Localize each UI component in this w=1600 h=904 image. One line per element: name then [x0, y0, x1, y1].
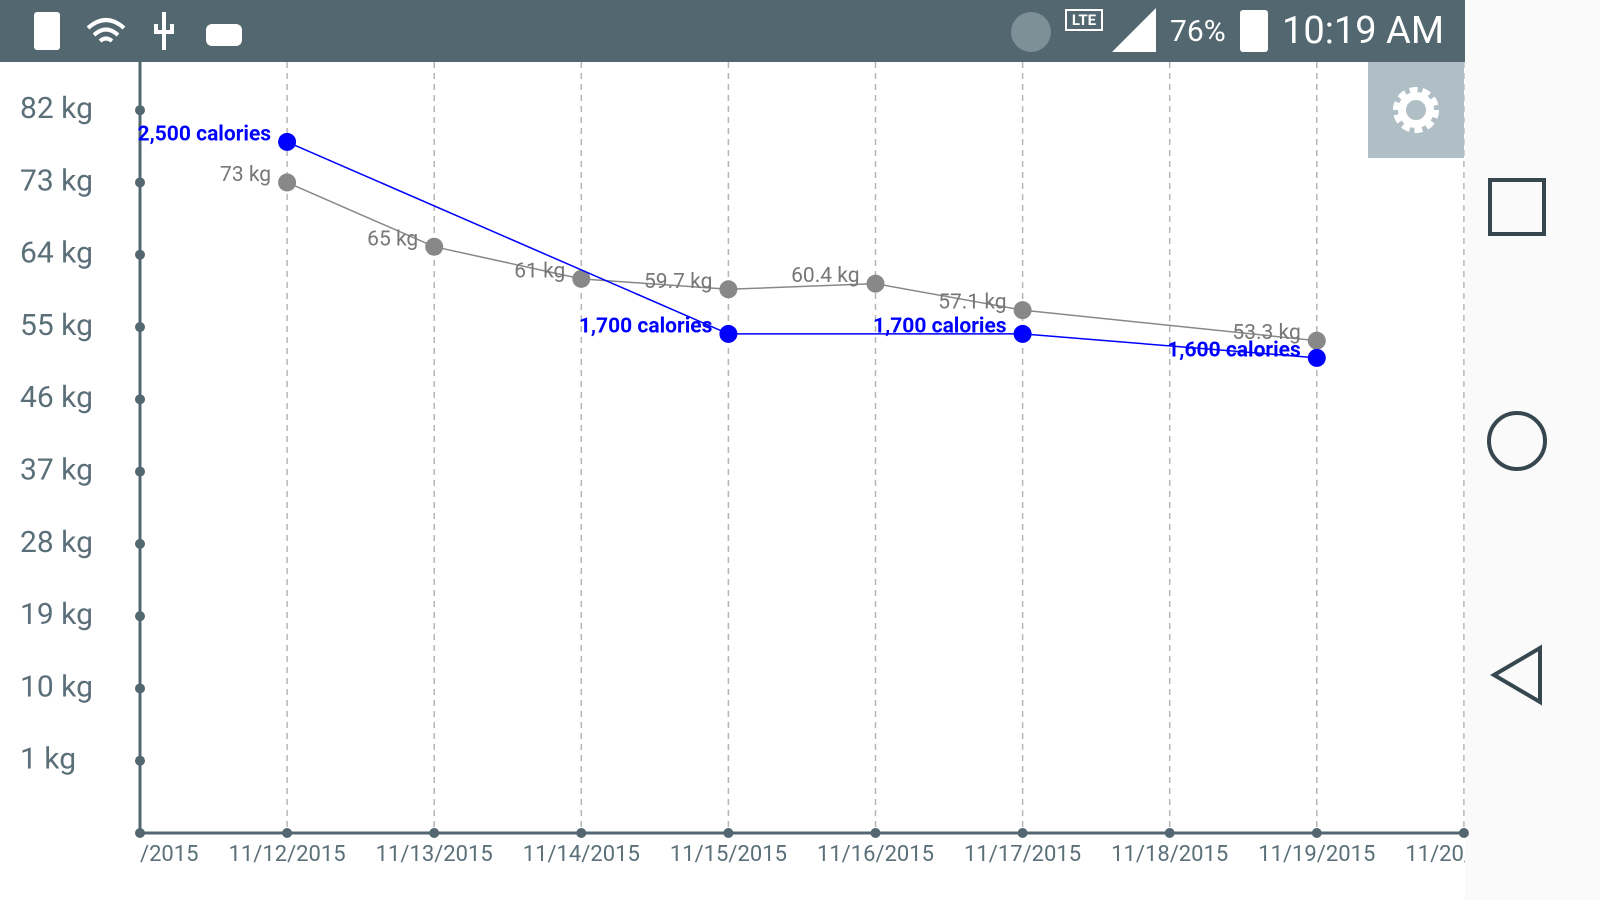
data-labels: 11/11/2015 11/12/2015 11/13/2015 11/14/2015…	[81, 122, 1522, 867]
data-label: 59.7 kg	[644, 270, 712, 294]
bluetooth-icon	[1011, 12, 1051, 52]
x-tick-label: 11/11/2015	[81, 842, 198, 867]
data-label: 1,700 calories	[579, 314, 713, 338]
y-tick-label: 73 kg	[20, 163, 93, 198]
y-tick	[135, 177, 145, 188]
y-tick-label: 28 kg	[20, 525, 93, 560]
data-label: 60.4 kg	[791, 264, 859, 288]
android-icon	[206, 24, 242, 46]
signal-icon	[1112, 8, 1156, 52]
y-tick	[135, 105, 145, 116]
y-tick	[135, 394, 145, 405]
gear-icon	[1398, 92, 1434, 128]
data-point	[425, 237, 444, 256]
data-point	[278, 173, 297, 192]
x-tick-label: 11/15/2015	[670, 842, 787, 867]
chart: 82 kg 73 kg 64 kg 55 kg 46 kg 37 kg 28 kg 19 kg…	[20, 62, 1469, 838]
x-tick-label: 11/18/2015	[1111, 842, 1228, 867]
y-tick	[135, 611, 145, 622]
data-point	[719, 324, 738, 343]
x-tick-label: 11/17/2015	[964, 842, 1081, 867]
x-tick-label: 11/20/2015	[1405, 842, 1522, 867]
recents-button[interactable]	[1488, 178, 1546, 236]
data-point	[572, 269, 591, 288]
data-label: 73 kg	[220, 163, 271, 187]
battery-percent: 76%	[1170, 14, 1226, 49]
data-point	[1307, 331, 1326, 350]
data-label: 2,500 calories	[138, 122, 272, 146]
battery-icon	[34, 12, 60, 50]
network-type: LTE	[1072, 11, 1097, 29]
data-label: 1,600 calories	[1167, 338, 1301, 362]
nav-bar-bg	[1465, 0, 1600, 900]
lte-box	[1065, 9, 1103, 31]
back-button[interactable]	[1490, 644, 1542, 706]
y-tick	[135, 249, 145, 260]
y-tick-label: 46 kg	[20, 380, 93, 415]
data-point	[278, 132, 297, 151]
y-tick	[135, 538, 145, 549]
data-point	[1013, 324, 1032, 343]
status-bar-bg	[0, 0, 1465, 62]
home-button[interactable]	[1487, 411, 1547, 471]
clock: 10:19 AM	[1282, 9, 1444, 53]
data-label: 65 kg	[367, 227, 418, 251]
data-point	[1307, 348, 1326, 367]
status-bar: LTE 76% 10:19 AM	[0, 0, 1465, 62]
y-tick	[135, 683, 145, 694]
y-tick	[135, 466, 145, 477]
data-point	[1013, 301, 1032, 320]
data-label: 57.1 kg	[938, 291, 1006, 315]
settings-button[interactable]	[1368, 62, 1464, 158]
y-tick-label: 55 kg	[20, 308, 93, 343]
data-point	[866, 274, 885, 293]
x-tick-label: 11/14/2015	[523, 842, 640, 867]
x-tick-label: 11/12/2015	[229, 842, 346, 867]
wifi-icon	[86, 18, 126, 43]
nav-bar	[1465, 0, 1600, 900]
data-label: 1,700 calories	[873, 314, 1007, 338]
data-point	[719, 280, 738, 299]
data-label: 53.3 kg	[1232, 321, 1300, 345]
y-tick-label: 64 kg	[20, 236, 93, 271]
data-label: 61 kg	[514, 259, 565, 283]
y-tick	[135, 755, 145, 766]
y-tick-label: 1 kg	[20, 742, 76, 777]
y-tick-label: 19 kg	[20, 597, 93, 632]
x-tick-label: 11/16/2015	[817, 842, 934, 867]
series-line	[286, 141, 1317, 359]
y-tick-label: 10 kg	[20, 669, 93, 704]
y-tick-label: 82 kg	[20, 91, 93, 126]
battery-level	[1240, 10, 1268, 52]
settings-bg	[1368, 62, 1464, 158]
x-tick-label: 11/13/2015	[376, 842, 493, 867]
usb-icon	[154, 12, 174, 50]
y-tick	[135, 322, 145, 333]
y-tick-label: 37 kg	[20, 453, 93, 488]
x-tick-label: 11/19/2015	[1258, 842, 1375, 867]
